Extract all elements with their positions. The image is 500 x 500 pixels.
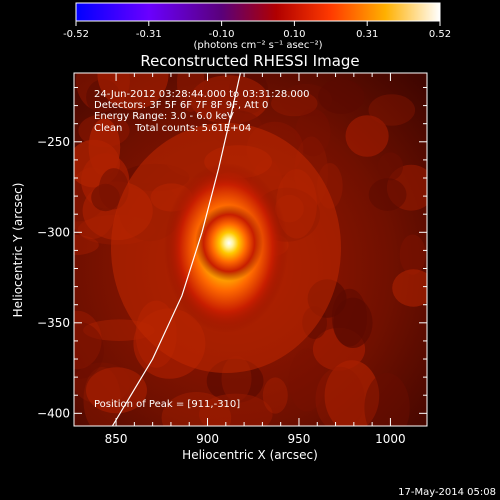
- annotation-detectors: Detectors: 3F 5F 6F 7F 8F 9F, Att 0: [94, 100, 268, 111]
- heatmap-image: [74, 73, 427, 426]
- x-tick-label: 850: [105, 432, 128, 446]
- x-axis-label: Heliocentric X (arcsec): [182, 448, 318, 462]
- solar-limb-curve: [111, 73, 241, 426]
- y-tick-label: −400: [37, 406, 70, 420]
- y-tick-label: −300: [37, 225, 70, 239]
- colorbar-tick-label: 0.31: [356, 29, 378, 40]
- y-tick-label: −350: [37, 316, 70, 330]
- y-axis-label: Heliocentric Y (arcsec): [11, 183, 25, 318]
- colorbar-ticks: -0.52 -0.31 -0.10 0.10 0.31 0.52: [63, 21, 451, 40]
- colorbar-tick-label: 0.10: [283, 29, 305, 40]
- colorbar-unit-label: (photons cm⁻² s⁻¹ asec⁻²): [193, 40, 322, 51]
- annotation-counts: Clean Total counts: 5.61E+04: [94, 123, 251, 134]
- plot-frame: [73, 72, 428, 427]
- y-tick-label: −250: [37, 135, 70, 149]
- annotation-time: 24-Jun-2012 03:28:44.000 to 03:31:28.000: [94, 89, 310, 100]
- annotation-block: 24-Jun-2012 03:28:44.000 to 03:31:28.000…: [94, 89, 310, 134]
- x-tick-label: 1000: [375, 432, 406, 446]
- peak-position-label: Position of Peak = [911,-310]: [94, 399, 240, 410]
- colorbar-tick-label: -0.10: [209, 29, 235, 40]
- x-tick-label: 950: [288, 432, 311, 446]
- chart-title: Reconstructed RHESSI Image: [140, 52, 359, 70]
- colorbar: [75, 2, 441, 22]
- x-tick-label: 900: [196, 432, 219, 446]
- colorbar-tick-label: 0.52: [429, 29, 451, 40]
- footer-timestamp: 17-May-2014 05:08: [398, 487, 496, 498]
- axis-ticks: 850 900 950 1000 −250 −300 −350 −400: [37, 73, 427, 446]
- colorbar-tick-label: -0.52: [63, 29, 89, 40]
- annotation-energy: Energy Range: 3.0 - 6.0 keV: [94, 111, 234, 122]
- colorbar-tick-label: -0.31: [136, 29, 162, 40]
